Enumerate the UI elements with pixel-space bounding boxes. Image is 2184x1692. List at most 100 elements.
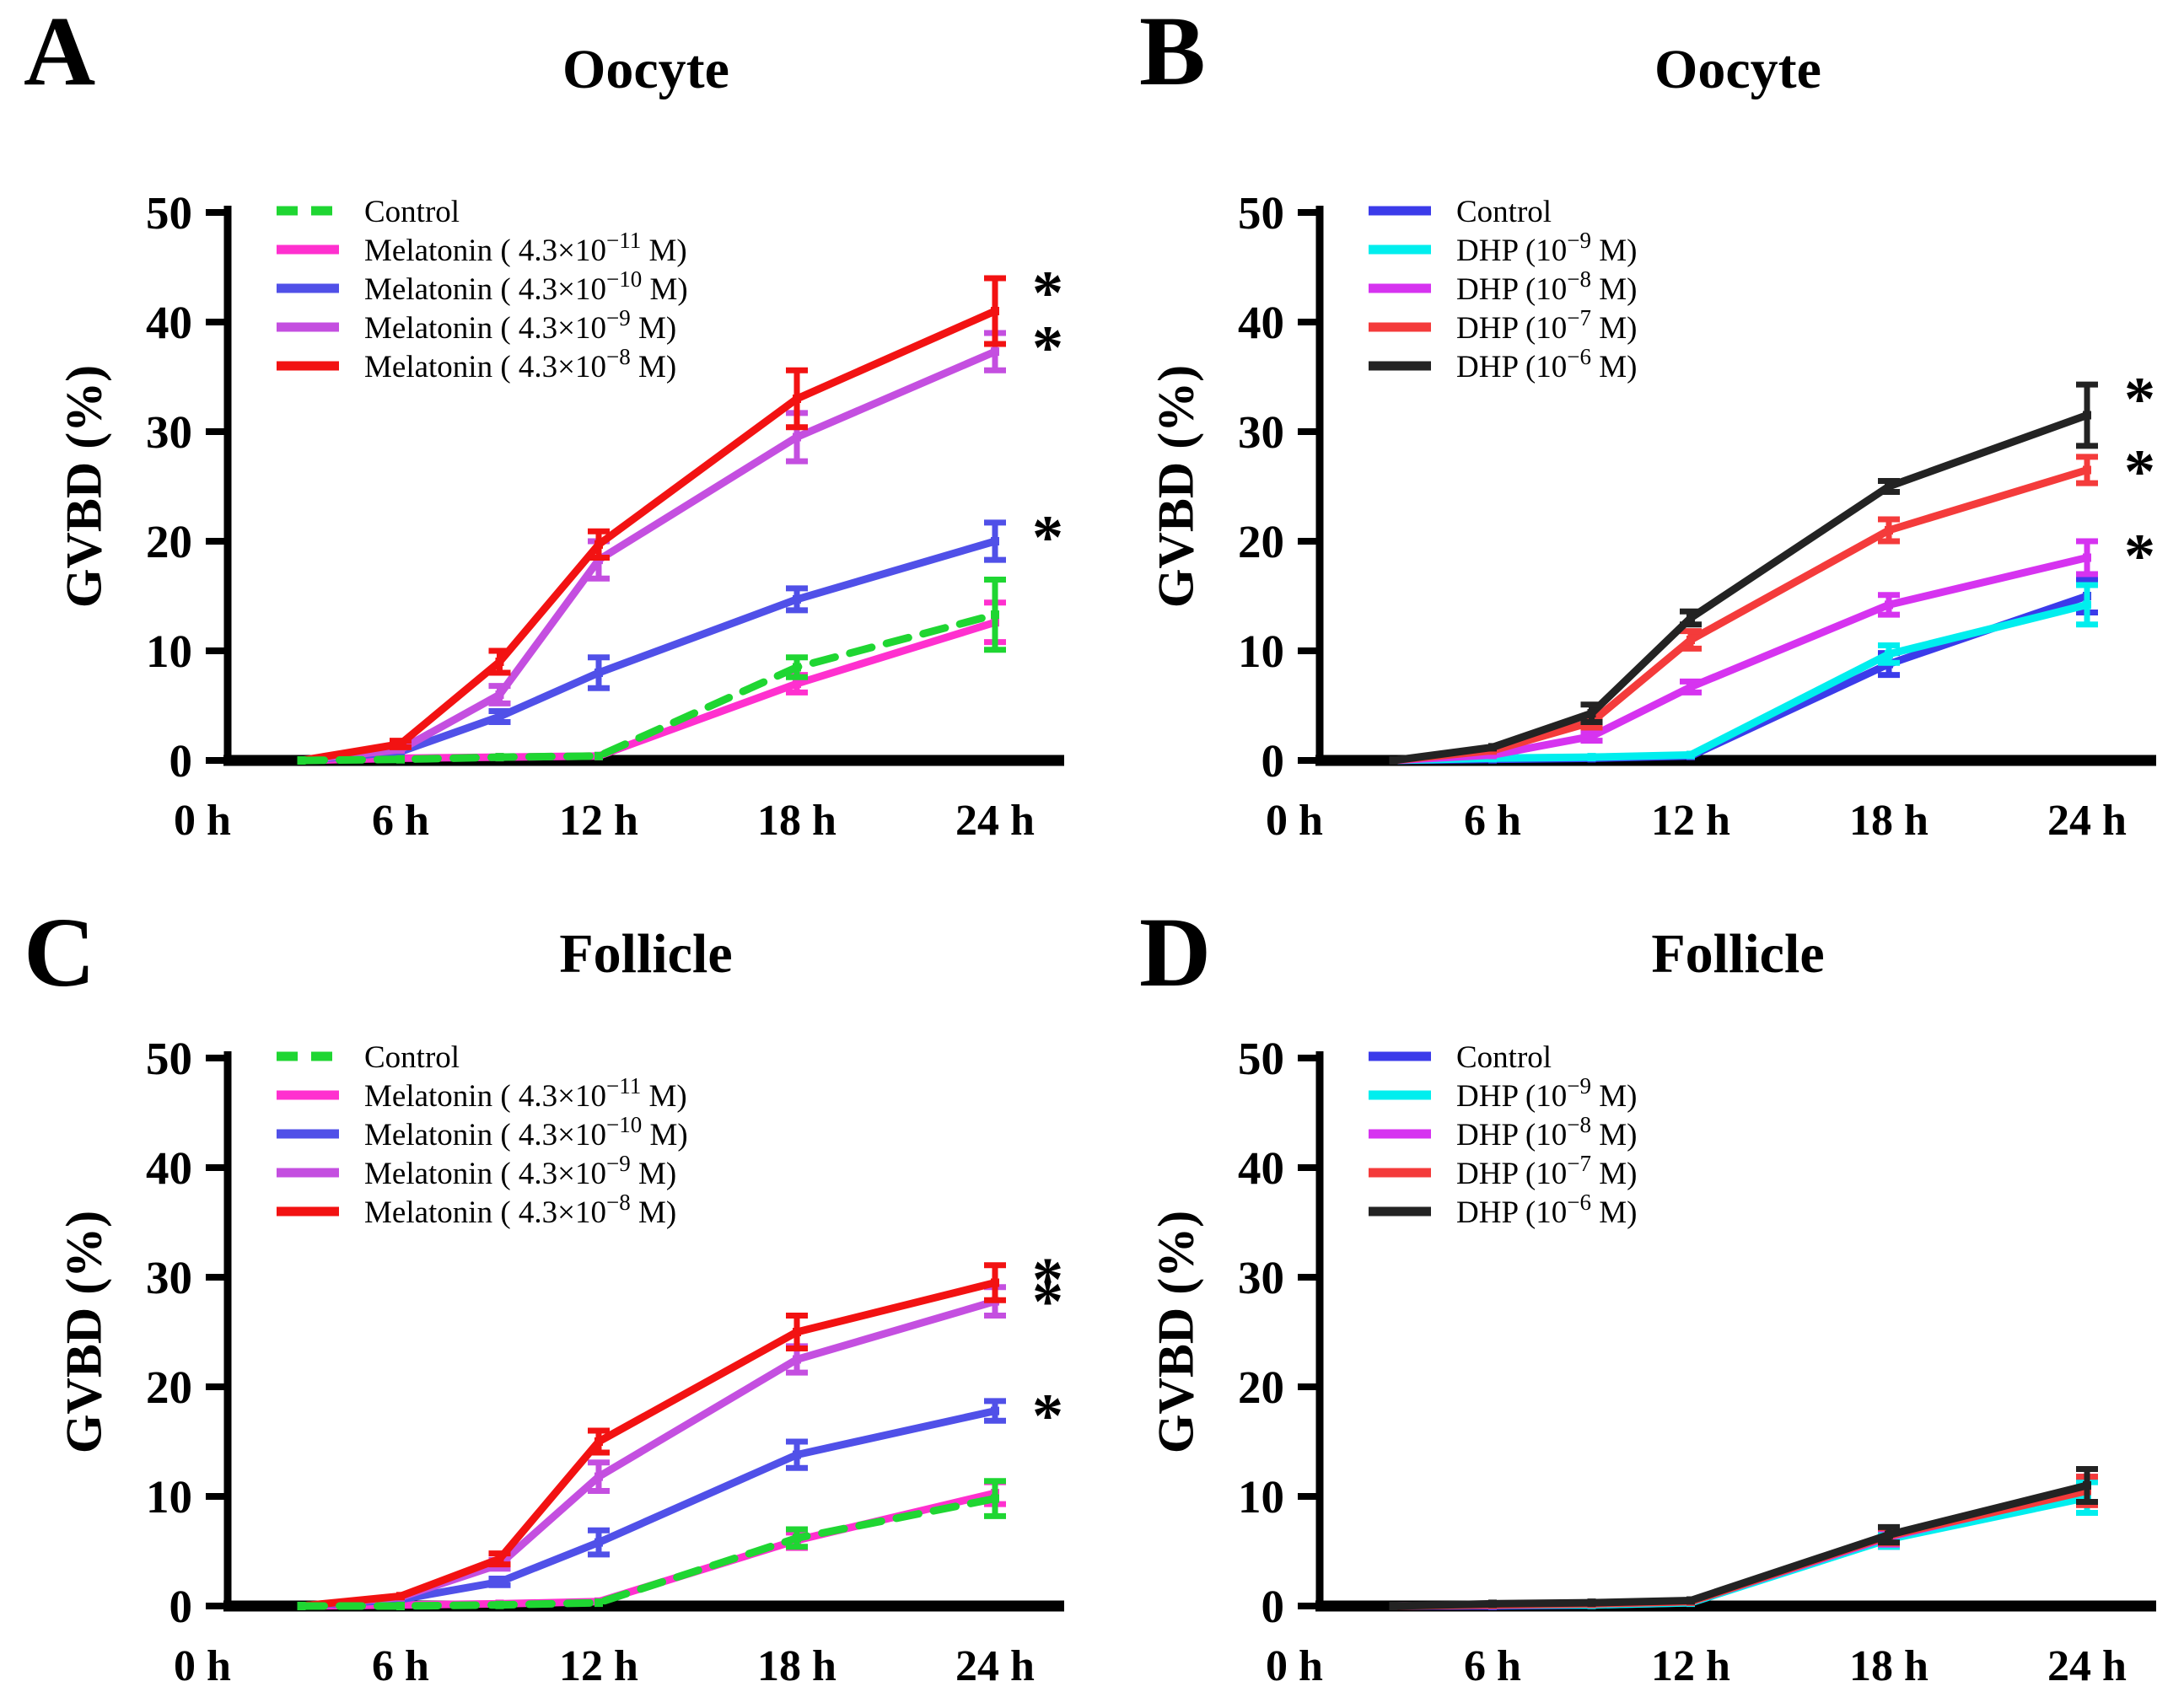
data-point-marker — [2083, 411, 2091, 420]
y-tick-label: 20 — [1238, 1362, 1284, 1413]
data-point-marker — [1686, 636, 1695, 644]
legend-label: Melatonin ( 4.3×10−10 M) — [364, 266, 688, 307]
legend-label: Melatonin ( 4.3×10−10 M) — [364, 1112, 688, 1152]
data-point-marker — [1587, 732, 1596, 741]
data-point-marker — [1885, 600, 1893, 610]
data-point-marker — [495, 690, 504, 699]
legend-label: DHP (10−7 M) — [1456, 305, 1637, 346]
y-tick-label: 30 — [146, 1252, 192, 1303]
series-line — [298, 307, 999, 765]
y-tick-label: 0 — [1261, 1581, 1285, 1632]
series-line — [1390, 411, 2091, 765]
data-point-marker — [594, 1598, 603, 1608]
legend-label: Control — [364, 1040, 460, 1075]
x-tick-label: 0 h — [174, 797, 231, 845]
data-point-marker — [594, 540, 603, 549]
data-point-marker — [297, 1602, 306, 1610]
significance-asterisk: * — [2124, 522, 2155, 591]
legend-label: DHP (10−9 M) — [1456, 228, 1637, 268]
y-tick-label: 0 — [1261, 735, 1285, 787]
significance-asterisk: * — [2124, 365, 2155, 434]
data-point-marker — [1389, 1602, 1398, 1610]
legend-label: DHP (10−7 M) — [1456, 1151, 1637, 1191]
data-point-marker — [1686, 682, 1695, 691]
data-point-marker — [991, 1406, 999, 1415]
y-tick-label: 40 — [146, 1142, 192, 1194]
y-tick-label: 50 — [146, 1033, 192, 1084]
y-tick-label: 10 — [146, 1471, 192, 1523]
x-tick-label: 24 h — [2047, 1642, 2127, 1690]
data-point-marker — [495, 712, 504, 721]
data-point-marker — [2083, 1481, 2091, 1490]
data-point-marker — [297, 756, 306, 765]
legend-label: Melatonin ( 4.3×10−11 M) — [364, 1073, 687, 1114]
data-point-marker — [793, 594, 801, 604]
data-point-marker — [793, 1355, 801, 1364]
x-tick-label: 18 h — [1849, 1642, 1928, 1690]
series-line — [298, 347, 999, 765]
series-line — [1390, 1481, 2091, 1610]
data-point-marker — [1488, 743, 1497, 752]
data-point-marker — [991, 307, 999, 315]
data-point-marker — [1587, 1598, 1596, 1608]
data-point-marker — [594, 1472, 603, 1481]
data-point-marker — [396, 755, 405, 764]
significance-asterisk: * — [1032, 259, 1063, 328]
data-point-marker — [991, 610, 999, 620]
data-point-marker — [1488, 1599, 1497, 1609]
y-tick-label: 30 — [146, 406, 192, 458]
data-point-marker — [991, 1494, 999, 1503]
data-point-marker — [396, 739, 405, 749]
y-tick-label: 40 — [146, 297, 192, 348]
series-line — [1390, 466, 2091, 765]
data-point-marker — [495, 1600, 504, 1609]
y-tick-label: 50 — [1238, 187, 1284, 239]
x-tick-label: 12 h — [1651, 1642, 1730, 1690]
y-tick-label: 40 — [1238, 1142, 1284, 1194]
panel-letter: B — [1139, 0, 1206, 106]
legend-label: Melatonin ( 4.3×10−11 M) — [364, 228, 687, 268]
data-point-marker — [2083, 465, 2091, 475]
x-tick-label: 0 h — [174, 1642, 231, 1690]
significance-asterisk: * — [1032, 1268, 1063, 1337]
y-tick-label: 40 — [1238, 297, 1284, 348]
significance-asterisk: * — [1032, 503, 1063, 572]
y-tick-label: 0 — [169, 1581, 193, 1632]
legend-label: Control — [1456, 195, 1552, 229]
x-tick-label: 6 h — [372, 797, 429, 845]
y-tick-label: 0 — [169, 735, 193, 787]
data-point-marker — [793, 679, 801, 688]
data-point-marker — [396, 1602, 405, 1610]
x-tick-label: 12 h — [1651, 797, 1730, 845]
x-tick-label: 18 h — [1849, 797, 1928, 845]
x-tick-label: 18 h — [757, 797, 836, 845]
data-point-marker — [793, 663, 801, 672]
x-tick-label: 6 h — [1464, 1642, 1521, 1690]
data-point-marker — [991, 1278, 999, 1287]
series-line — [298, 1407, 999, 1610]
x-tick-label: 6 h — [1464, 797, 1521, 845]
y-tick-label: 10 — [146, 626, 192, 677]
panel-letter: A — [24, 0, 96, 106]
data-point-marker — [594, 751, 603, 760]
legend-label: Control — [364, 195, 460, 229]
y-tick-label: 20 — [1238, 516, 1284, 567]
data-point-marker — [1587, 709, 1596, 718]
y-tick-label: 20 — [146, 1362, 192, 1413]
panel-letter: D — [1139, 897, 1212, 1007]
significance-asterisk: * — [1032, 314, 1063, 383]
legend-label: Melatonin ( 4.3×10−9 M) — [364, 1151, 676, 1191]
y-tick-label: 50 — [1238, 1033, 1284, 1084]
data-point-marker — [991, 537, 999, 545]
significance-asterisk: * — [1032, 1382, 1063, 1451]
data-point-marker — [495, 1577, 504, 1587]
legend-label: DHP (10−9 M) — [1456, 1073, 1637, 1114]
data-point-marker — [1885, 649, 1893, 658]
data-point-marker — [793, 1534, 801, 1543]
data-point-marker — [991, 347, 999, 357]
